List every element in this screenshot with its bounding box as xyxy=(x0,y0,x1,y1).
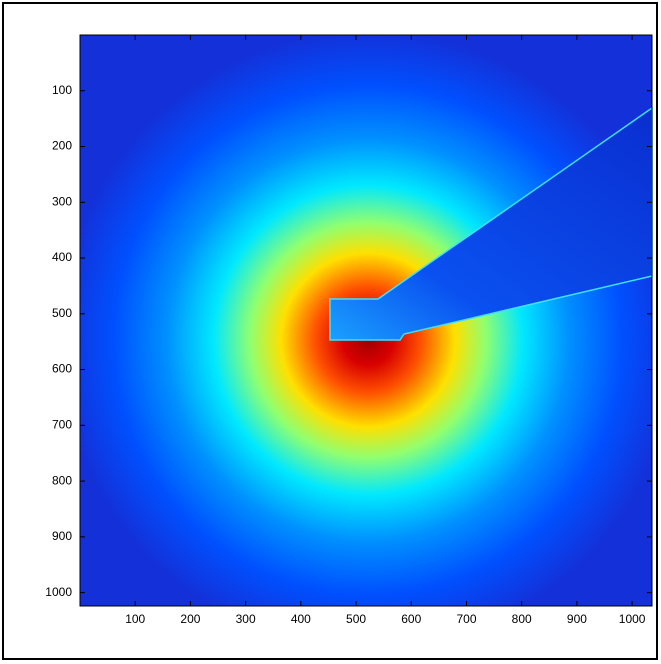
y-tick-label: 100 xyxy=(52,83,72,97)
y-tick-label: 300 xyxy=(52,194,72,208)
x-tick-label: 200 xyxy=(180,612,200,626)
y-tick-label: 800 xyxy=(52,473,72,487)
x-tick-label: 400 xyxy=(291,612,311,626)
y-tick-label: 200 xyxy=(52,139,72,153)
x-tick-label: 1000 xyxy=(619,612,646,626)
y-tick-label: 400 xyxy=(52,250,72,264)
y-tick-label: 700 xyxy=(52,418,72,432)
x-tick-label: 300 xyxy=(236,612,256,626)
x-tick-label: 600 xyxy=(401,612,421,626)
y-tick-label: 900 xyxy=(52,529,72,543)
y-tick-label: 500 xyxy=(52,306,72,320)
y-tick-label: 600 xyxy=(52,362,72,376)
axes-box xyxy=(79,34,653,607)
y-tick-label: 1000 xyxy=(45,585,72,599)
plot-area xyxy=(79,34,653,607)
x-tick-label: 500 xyxy=(346,612,366,626)
x-tick-label: 700 xyxy=(456,612,476,626)
x-tick-label: 800 xyxy=(512,612,532,626)
x-tick-label: 100 xyxy=(125,612,145,626)
x-tick-label: 900 xyxy=(567,612,587,626)
